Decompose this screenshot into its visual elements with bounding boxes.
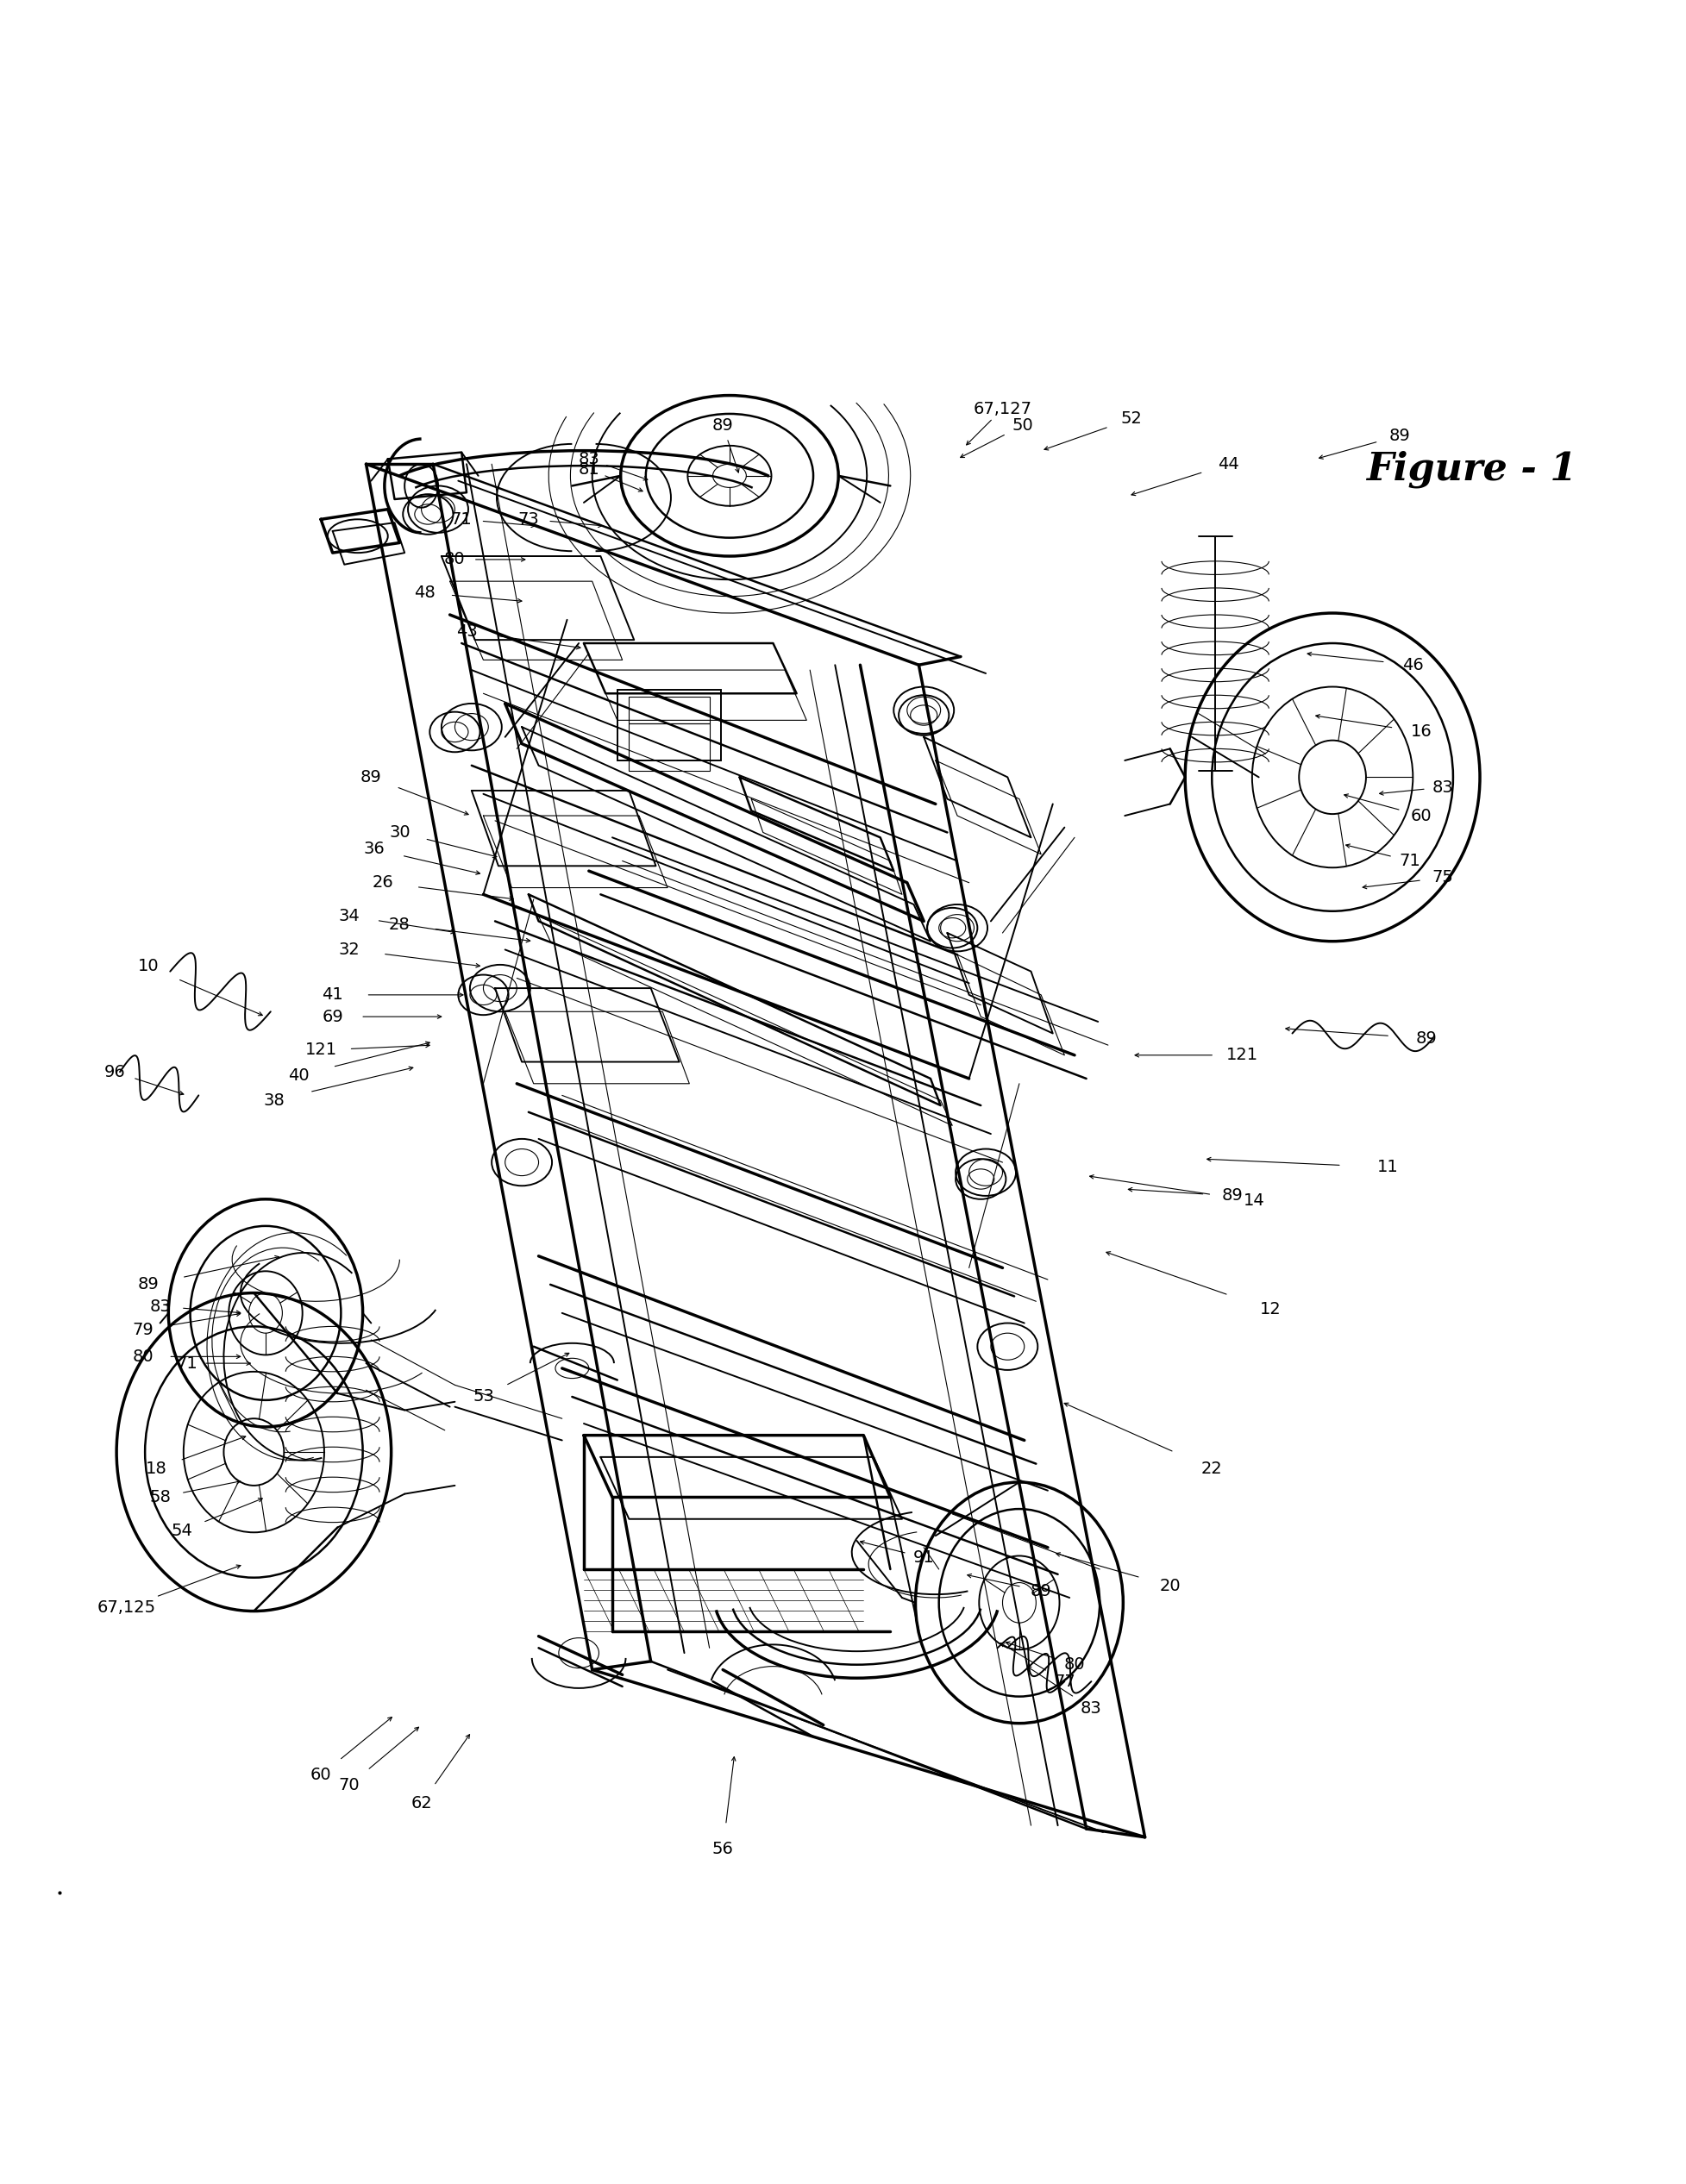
Bar (617, 690, 722, 760)
Text: 89: 89 (1415, 1031, 1436, 1046)
Text: 71: 71 (450, 511, 472, 529)
Text: 69: 69 (322, 1009, 342, 1024)
Text: 54: 54 (170, 1522, 192, 1540)
Text: 71: 71 (1398, 852, 1420, 869)
Text: 71: 71 (175, 1354, 197, 1372)
Bar (629, 697, 710, 723)
Text: 62: 62 (410, 1795, 432, 1813)
Text: 18: 18 (147, 1461, 167, 1476)
Text: 58: 58 (150, 1489, 170, 1505)
Text: 70: 70 (339, 1778, 359, 1793)
Text: 83: 83 (1081, 1699, 1101, 1717)
Text: 89: 89 (1221, 1188, 1243, 1203)
Text: 10: 10 (138, 959, 158, 974)
Text: 41: 41 (322, 987, 342, 1002)
Text: 36: 36 (364, 841, 384, 858)
Text: 81: 81 (578, 461, 599, 478)
Text: 60: 60 (310, 1767, 332, 1784)
Text: 38: 38 (263, 1092, 285, 1109)
Text: 14: 14 (1243, 1192, 1264, 1210)
Text: 52: 52 (1120, 411, 1141, 428)
Text: 89: 89 (711, 417, 733, 435)
Text: 77: 77 (1054, 1673, 1074, 1690)
Text: 83: 83 (150, 1297, 170, 1315)
Text: 56: 56 (711, 1841, 733, 1856)
Text: 46: 46 (1401, 657, 1423, 673)
Text: 50: 50 (1012, 417, 1034, 435)
Text: 26: 26 (373, 874, 393, 891)
Text: 12: 12 (1259, 1302, 1281, 1317)
Text: 80: 80 (1064, 1655, 1084, 1673)
Text: 80: 80 (443, 550, 465, 568)
Text: 16: 16 (1409, 723, 1431, 740)
Text: 11: 11 (1376, 1160, 1398, 1175)
Text: 96: 96 (105, 1064, 125, 1081)
Text: 44: 44 (1217, 456, 1239, 472)
Text: 30: 30 (389, 823, 410, 841)
Text: 79: 79 (133, 1321, 153, 1339)
Text: 121: 121 (1226, 1046, 1258, 1064)
Text: 91: 91 (912, 1548, 934, 1566)
Text: 40: 40 (288, 1068, 310, 1083)
Text: 67,125: 67,125 (98, 1599, 155, 1616)
Bar (629, 723, 710, 771)
Text: 22: 22 (1200, 1461, 1222, 1476)
Text: 67,127: 67,127 (973, 400, 1032, 417)
Text: 34: 34 (339, 909, 359, 924)
Text: 89: 89 (138, 1275, 158, 1293)
Text: 89: 89 (1388, 428, 1409, 443)
Text: 60: 60 (1409, 808, 1431, 823)
Text: 89: 89 (361, 769, 381, 786)
Text: 20: 20 (1158, 1577, 1180, 1594)
Text: 53: 53 (472, 1389, 494, 1404)
Text: 89: 89 (1030, 1583, 1050, 1599)
Text: 80: 80 (133, 1348, 153, 1365)
Text: 28: 28 (389, 917, 410, 933)
Text: 73: 73 (518, 511, 540, 529)
Text: 83: 83 (1431, 780, 1453, 795)
Text: 121: 121 (305, 1042, 337, 1059)
Text: 32: 32 (339, 941, 359, 959)
Text: 75: 75 (1431, 869, 1453, 887)
Text: Figure - 1: Figure - 1 (1366, 450, 1576, 487)
Text: 43: 43 (455, 622, 477, 640)
Text: 48: 48 (413, 585, 435, 601)
Text: 83: 83 (578, 450, 599, 467)
